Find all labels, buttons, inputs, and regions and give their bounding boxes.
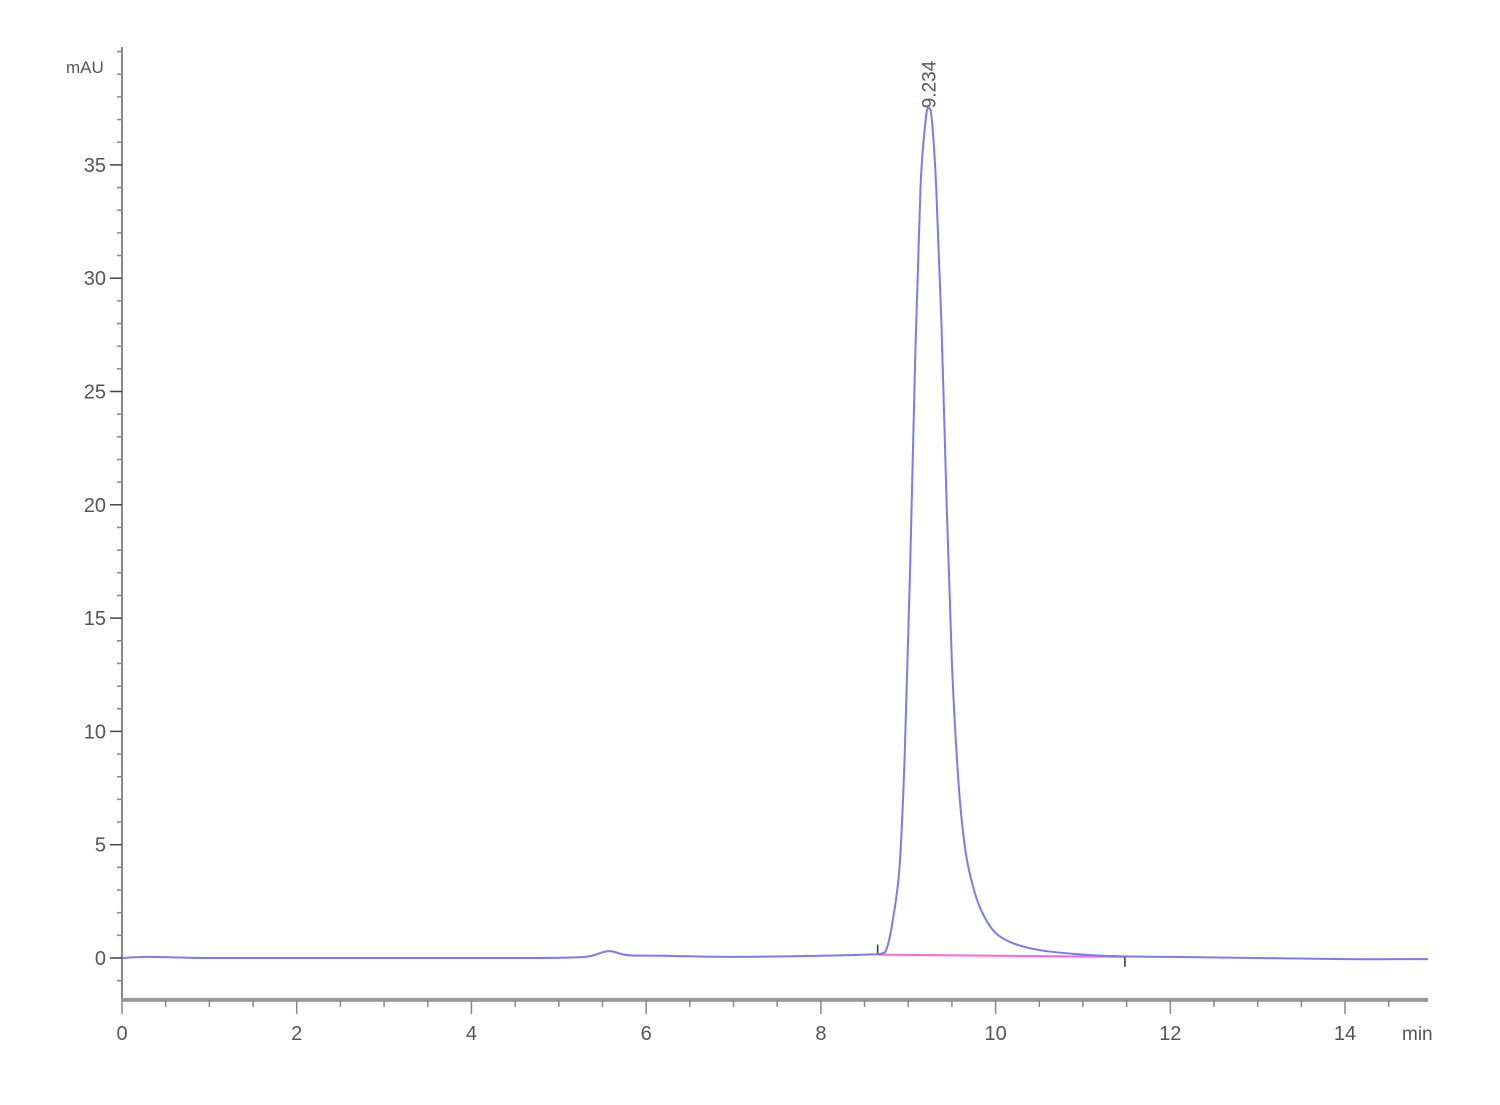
plot-area: 9.234	[121, 60, 1429, 967]
x-tick-label: 0	[116, 1023, 127, 1045]
x-tick-label: 12	[1159, 1023, 1181, 1045]
x-tick-label: 4	[466, 1023, 477, 1045]
x-tick-label: 14	[1334, 1023, 1356, 1045]
y-tick-label: 15	[84, 608, 106, 630]
y-tick-label: 30	[84, 268, 106, 290]
y-tick-label: 20	[84, 495, 106, 517]
y-tick-label: 5	[95, 835, 106, 857]
x-tick-label: 6	[641, 1023, 652, 1045]
y-tick-label: 0	[95, 948, 106, 970]
peak-label: 9.234	[920, 60, 941, 108]
x-tick-label: 8	[815, 1023, 826, 1045]
signal-line-0	[121, 107, 1429, 961]
x-tick-label: 10	[984, 1023, 1006, 1045]
x-axis-label: min	[1402, 1024, 1433, 1045]
y-tick-label: 10	[84, 721, 106, 743]
y-tick-label: 25	[84, 382, 106, 404]
axes: 0 5 10 15 20 25 30 35 0 2 4 6 8 10 12 14	[84, 47, 1429, 1045]
x-tick-label: 2	[291, 1023, 302, 1045]
y-tick-label: 35	[84, 155, 106, 177]
y-axis-label: mAU	[66, 58, 104, 77]
peak-baseline	[877, 953, 1125, 958]
